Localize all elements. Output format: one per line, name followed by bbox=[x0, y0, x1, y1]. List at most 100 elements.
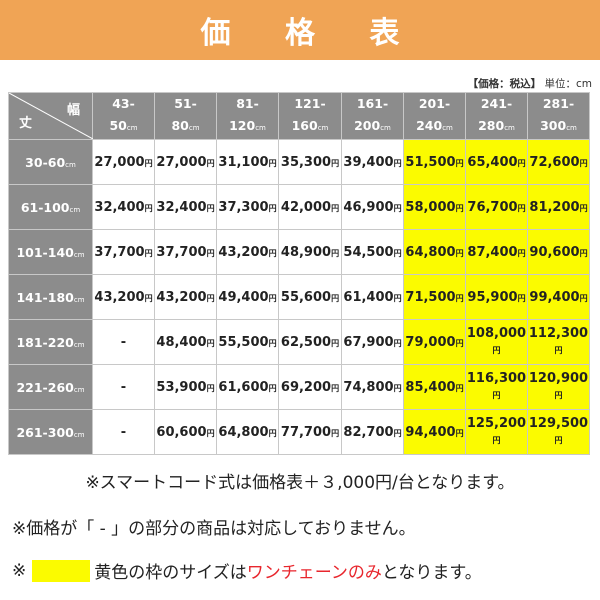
yen-unit: 円 bbox=[331, 383, 340, 393]
price-value: 64,800 bbox=[218, 424, 269, 440]
price-cell: 82,700円 bbox=[341, 409, 404, 455]
yen-unit: 円 bbox=[144, 293, 153, 303]
price-value: 82,700 bbox=[343, 424, 394, 440]
price-cell: 125,200 円 bbox=[465, 409, 528, 455]
width-label: 幅 bbox=[66, 103, 80, 118]
price-meta: 【価格：税込】 単位：cm bbox=[468, 76, 592, 91]
row-header-label: 261-300 bbox=[16, 424, 74, 440]
price-value: 120,900 bbox=[528, 370, 589, 386]
price-value: 51,500 bbox=[405, 154, 456, 170]
price-cell: 48,400円 bbox=[154, 319, 217, 365]
price-value: - bbox=[120, 334, 127, 350]
price-cell: 69,200円 bbox=[278, 364, 342, 410]
column-header-top: 281- bbox=[542, 96, 575, 111]
price-value: 116,300 bbox=[466, 370, 527, 386]
price-value: 81,200 bbox=[529, 199, 580, 215]
row-header-unit: cm bbox=[65, 160, 76, 169]
yen-unit: 円 bbox=[268, 293, 277, 303]
yen-unit: 円 bbox=[393, 338, 402, 348]
yen-unit: 円 bbox=[268, 203, 277, 213]
yen-unit: 円 bbox=[331, 428, 340, 438]
row-header: 181-220cm bbox=[8, 319, 93, 365]
yen-unit: 円 bbox=[579, 248, 588, 258]
row-header: 141-180cm bbox=[8, 274, 93, 320]
price-value: 76,700 bbox=[467, 199, 518, 215]
yen-unit: 円 bbox=[579, 203, 588, 213]
column-header-unit: cm bbox=[566, 124, 577, 132]
yen-unit: 円 bbox=[492, 390, 501, 400]
price-value: 61,600 bbox=[218, 379, 269, 395]
yen-unit: 円 bbox=[492, 435, 501, 445]
row-header-unit: cm bbox=[73, 250, 85, 259]
price-cell: 51,500円 bbox=[403, 139, 466, 185]
yen-unit: 円 bbox=[455, 248, 464, 258]
price-value: 72,600 bbox=[529, 154, 580, 170]
price-cell: 60,600円 bbox=[154, 409, 217, 455]
column-header-top: 81- bbox=[236, 96, 259, 111]
yen-unit: 円 bbox=[517, 158, 526, 168]
column-header: 51- 80cm bbox=[154, 92, 217, 140]
note-unavailable: ※価格が「 - 」の部分の商品は対応しておりません。 bbox=[12, 519, 416, 539]
column-header-unit: cm bbox=[317, 124, 329, 132]
yen-unit: 円 bbox=[268, 428, 277, 438]
price-cell: 79,000円 bbox=[403, 319, 466, 365]
table-row: 221-260cm -53,900円 61,600円 69,200円 74,800円 85… bbox=[8, 364, 590, 410]
column-header: 121- 160cm bbox=[278, 92, 342, 140]
yen-unit: 円 bbox=[579, 158, 588, 168]
price-cell: 53,900円 bbox=[154, 364, 217, 410]
column-header-unit: cm bbox=[442, 124, 453, 132]
column-header-unit: cm bbox=[504, 124, 515, 132]
column-header-bottom: 280 bbox=[478, 118, 505, 133]
corner-diagonal bbox=[9, 93, 93, 139]
column-header-unit: cm bbox=[255, 124, 266, 132]
price-cell: 39,400円 bbox=[341, 139, 404, 185]
yen-unit: 円 bbox=[492, 345, 501, 355]
column-header: 161- 200cm bbox=[341, 92, 404, 140]
price-cell: 49,400円 bbox=[216, 274, 279, 320]
price-value: - bbox=[120, 379, 127, 395]
yen-unit: 円 bbox=[393, 248, 402, 258]
yen-unit: 円 bbox=[144, 158, 153, 168]
price-cell: 43,200円 bbox=[92, 274, 155, 320]
column-header: 281- 300cm bbox=[527, 92, 590, 140]
table-row: 101-140cm 37,700円 37,700円 43,200円 48,900円 54,… bbox=[8, 229, 590, 275]
price-cell: 95,900円 bbox=[465, 274, 528, 320]
column-header-bottom: 80 bbox=[171, 118, 189, 133]
yen-unit: 円 bbox=[268, 158, 277, 168]
price-value: 112,300 bbox=[528, 325, 589, 341]
yen-unit: 円 bbox=[455, 293, 464, 303]
price-cell: 120,900 円 bbox=[527, 364, 590, 410]
price-value: 87,400 bbox=[467, 244, 518, 260]
price-table: 幅 丈 43- 50cm 51- 80cm 81- 120cm 121- 160cm 161- 2… bbox=[8, 92, 590, 455]
column-header-top: 51- bbox=[174, 96, 197, 111]
page-title: 価 格 表 bbox=[200, 16, 422, 51]
price-value: 71,500 bbox=[405, 289, 456, 305]
yen-unit: 円 bbox=[206, 338, 215, 348]
price-value: 53,900 bbox=[156, 379, 207, 395]
price-cell: - bbox=[92, 409, 155, 455]
column-header-bottom: 200 bbox=[354, 118, 381, 133]
column-header-bottom: 120 bbox=[229, 118, 256, 133]
table-body: 30-60cm 27,000円 27,000円 31,100円 35,300円 39,40… bbox=[8, 139, 590, 455]
price-value: 85,400 bbox=[405, 379, 456, 395]
price-value: 27,000 bbox=[156, 154, 207, 170]
price-value: 69,200 bbox=[280, 379, 332, 395]
price-cell: - bbox=[92, 319, 155, 365]
price-cell: 37,700円 bbox=[92, 229, 155, 275]
price-value: 108,000 bbox=[466, 325, 527, 341]
price-cell: 99,400円 bbox=[527, 274, 590, 320]
price-value: 37,300 bbox=[218, 199, 269, 215]
row-header-unit: cm bbox=[73, 385, 85, 394]
price-cell: 35,300円 bbox=[278, 139, 342, 185]
price-value: 60,600 bbox=[156, 424, 207, 440]
note-smart-cord: ※スマートコード式は価格表＋３,000円/台となります。 bbox=[85, 473, 515, 493]
yen-unit: 円 bbox=[393, 383, 402, 393]
height-label: 丈 bbox=[19, 116, 33, 131]
yen-unit: 円 bbox=[517, 293, 526, 303]
price-value: 77,700 bbox=[280, 424, 332, 440]
column-header-unit: cm bbox=[188, 124, 200, 132]
price-cell: 55,600円 bbox=[278, 274, 342, 320]
yen-unit: 円 bbox=[455, 428, 464, 438]
row-header-label: 221-260 bbox=[16, 379, 74, 395]
unit-label: 単位：cm bbox=[544, 78, 592, 90]
